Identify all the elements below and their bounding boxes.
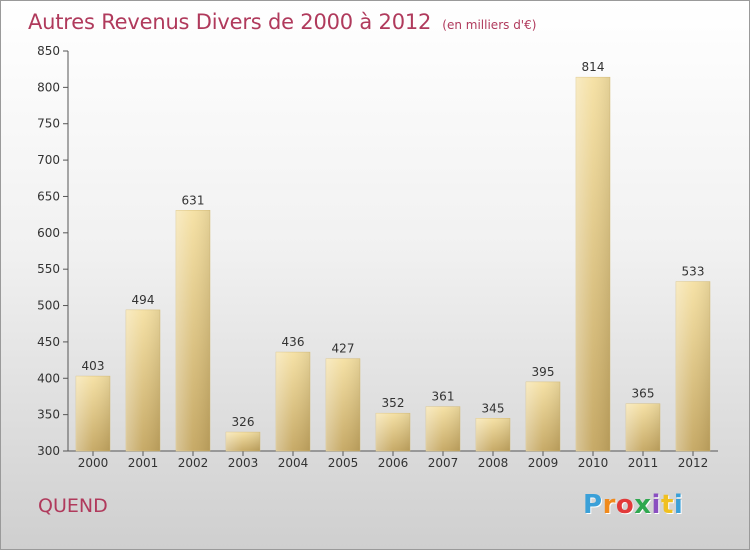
x-tick-label: 2003: [228, 456, 259, 470]
x-tick-label: 2004: [278, 456, 309, 470]
y-tick-label: 700: [37, 153, 60, 167]
data-label: 427: [332, 342, 355, 356]
x-tick-label: 2001: [128, 456, 159, 470]
y-axis: 300 350 400 450 500 550 600 650 700 750 800 850: [37, 44, 69, 458]
y-tick-label: 850: [37, 44, 60, 58]
chart-title-block: Autres Revenus Divers de 2000 à 2012 (en…: [28, 10, 536, 34]
brand-letter: x: [634, 490, 652, 520]
y-tick-label: 550: [37, 262, 60, 276]
y-tick-label: 750: [37, 117, 60, 131]
brand-letter: i: [673, 490, 684, 520]
data-label: 361: [432, 390, 455, 404]
x-tick-label: 2010: [578, 456, 609, 470]
y-tick-label: 500: [37, 299, 60, 313]
bar-highlight: [626, 403, 660, 451]
bar-highlight: [226, 432, 260, 451]
data-label: 326: [232, 415, 255, 429]
brand-letter: t: [660, 490, 674, 520]
y-tick-label: 600: [37, 226, 60, 240]
brand-letter: i: [651, 490, 661, 520]
data-label: 436: [282, 335, 305, 349]
brand-letter: o: [615, 490, 635, 520]
bar-highlight: [176, 210, 210, 451]
y-tick-label: 400: [37, 371, 60, 385]
bar-highlight: [526, 381, 560, 451]
y-tick-label: 450: [37, 335, 60, 349]
bar-highlight: [126, 309, 160, 451]
data-label: 365: [632, 387, 655, 401]
bar-highlight: [376, 413, 410, 451]
y-tick-label: 350: [37, 408, 60, 422]
x-tick-label: 2006: [378, 456, 409, 470]
y-tick-label: 300: [37, 444, 60, 458]
bar-highlight: [276, 352, 310, 451]
data-label: 631: [182, 193, 205, 207]
x-tick-label: 2009: [528, 456, 559, 470]
x-tick-label: 2000: [78, 456, 109, 470]
chart-title: Autres Revenus Divers de 2000 à 2012: [28, 10, 432, 34]
data-label: 814: [582, 60, 605, 74]
data-label: 403: [82, 359, 105, 373]
data-label: 533: [682, 265, 705, 279]
proxiti-logo: Proxiti: [583, 490, 683, 520]
brand-letter: r: [602, 490, 616, 520]
bar-highlight: [426, 406, 460, 451]
y-tick-label: 650: [37, 189, 60, 203]
commune-name: QUEND: [38, 495, 108, 517]
x-tick-label: 2011: [628, 456, 659, 470]
bar-highlight: [76, 376, 110, 451]
bar-highlight: [676, 281, 710, 451]
chart-subtitle: (en milliers d'€): [442, 18, 537, 32]
bar-highlight: [326, 358, 360, 451]
data-label: 395: [532, 365, 555, 379]
data-label: 352: [382, 396, 405, 410]
x-tick-label: 2005: [328, 456, 359, 470]
x-tick-label: 2007: [428, 456, 459, 470]
x-axis: 2000 2001 2002 2003 2004 2005 2006 2007 2008 2009…: [68, 450, 718, 470]
x-tick-label: 2002: [178, 456, 209, 470]
data-label: 345: [482, 401, 505, 415]
data-label: 494: [132, 293, 155, 307]
bar-highlight: [476, 418, 510, 451]
brand-letter: P: [583, 490, 603, 520]
x-tick-label: 2012: [678, 456, 709, 470]
x-tick-label: 2008: [478, 456, 509, 470]
bars-group: 403 494 631 326 436 427 352 361 345 395 814 365 533: [75, 60, 711, 452]
bar-highlight: [576, 77, 610, 451]
y-tick-label: 800: [37, 80, 60, 94]
